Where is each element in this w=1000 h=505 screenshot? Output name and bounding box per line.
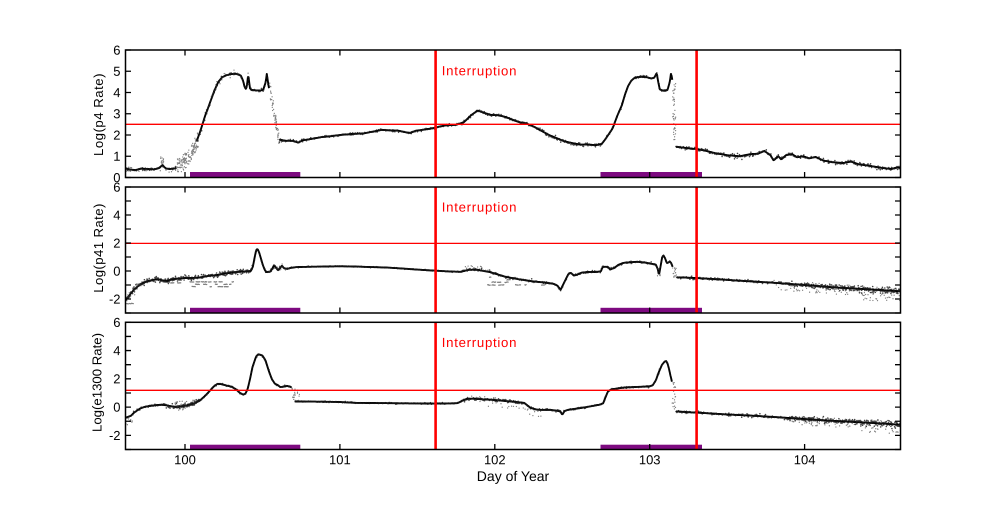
svg-text:100: 100 bbox=[174, 452, 196, 467]
svg-text:6: 6 bbox=[113, 315, 120, 330]
svg-text:101: 101 bbox=[329, 452, 351, 467]
svg-text:4: 4 bbox=[113, 208, 120, 223]
svg-text:Day of Year: Day of Year bbox=[477, 468, 550, 484]
svg-text:Interruption: Interruption bbox=[442, 63, 517, 78]
svg-text:6: 6 bbox=[113, 180, 120, 195]
svg-text:3: 3 bbox=[113, 106, 120, 121]
svg-text:Log(p41 Rate): Log(p41 Rate) bbox=[91, 203, 106, 293]
svg-text:0: 0 bbox=[113, 264, 120, 279]
svg-text:4: 4 bbox=[113, 85, 120, 100]
svg-text:Interruption: Interruption bbox=[442, 335, 517, 350]
svg-text:2: 2 bbox=[113, 128, 120, 143]
svg-text:Interruption: Interruption bbox=[442, 200, 517, 215]
svg-text:0: 0 bbox=[113, 400, 120, 415]
svg-text:2: 2 bbox=[113, 371, 120, 386]
svg-text:Log(e1300 Rate): Log(e1300 Rate) bbox=[90, 333, 105, 432]
svg-text:0: 0 bbox=[113, 170, 120, 185]
svg-text:-2: -2 bbox=[109, 428, 121, 443]
svg-text:Log(p4 Rate): Log(p4 Rate) bbox=[91, 73, 106, 156]
svg-text:104: 104 bbox=[794, 452, 816, 467]
svg-text:-2: -2 bbox=[109, 292, 121, 307]
svg-text:4: 4 bbox=[113, 343, 120, 358]
svg-text:6: 6 bbox=[113, 43, 120, 58]
svg-text:1: 1 bbox=[113, 149, 120, 164]
svg-text:5: 5 bbox=[113, 64, 120, 79]
svg-text:102: 102 bbox=[484, 452, 506, 467]
svg-text:2: 2 bbox=[113, 236, 120, 251]
svg-text:103: 103 bbox=[639, 452, 661, 467]
